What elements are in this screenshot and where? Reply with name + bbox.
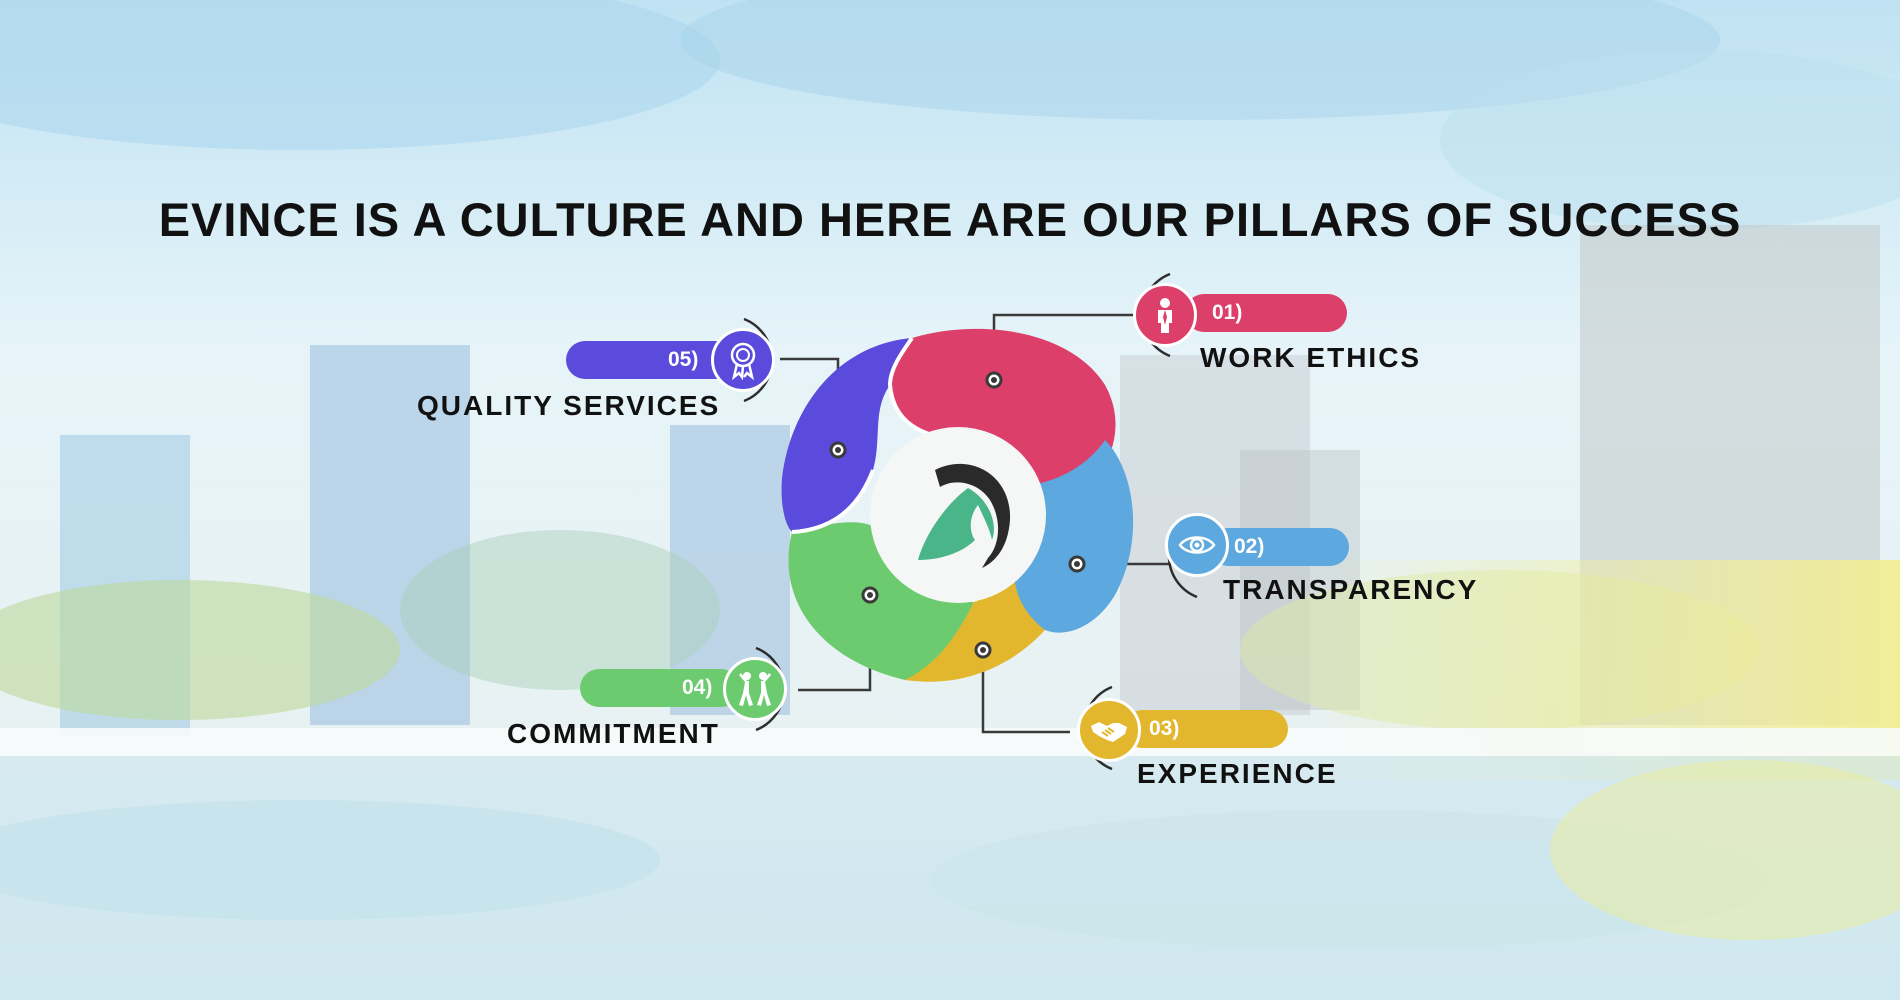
handshake-icon [1091, 722, 1127, 742]
pillar-04-number: 04) [682, 676, 713, 699]
pillar-03-bar: 03) [1123, 710, 1288, 748]
pillar-02-label: TRANSPARENCY [1223, 574, 1479, 605]
pillar-02-icon-badge [1165, 513, 1229, 577]
segment-01 [890, 328, 1116, 490]
pillar-04-label: COMMITMENT [507, 718, 720, 749]
pillar-03-icon-badge [1077, 698, 1141, 762]
pillar-04-icon-badge [723, 657, 787, 721]
pillar-05-icon-badge [711, 328, 775, 392]
pillar-04-bar: 04) [580, 669, 740, 707]
pillar-03-label: EXPERIENCE [1137, 758, 1338, 789]
segment-04 [788, 522, 975, 680]
segment-05 [781, 338, 912, 532]
worker-icon [1158, 298, 1172, 333]
award-icon [730, 342, 756, 380]
pillar-02-bar: 02) [1209, 528, 1349, 566]
pillar-02-number: 02) [1234, 535, 1265, 558]
pillar-01-label: WORK ETHICS [1200, 342, 1422, 373]
pillar-05-bar: 05) [566, 341, 738, 379]
pillar-01-number: 01) [1212, 301, 1243, 324]
pillar-05-number: 05) [668, 348, 699, 371]
connector-line-03 [981, 650, 1070, 734]
evince-logo-icon [918, 463, 1011, 568]
team-icon [739, 672, 771, 706]
page-title: EVINCE IS A CULTURE AND HERE ARE OUR PIL… [158, 193, 1742, 246]
eye-icon [1178, 536, 1216, 554]
pillar-01-icon-badge [1133, 283, 1197, 347]
pillar-03-number: 03) [1149, 717, 1180, 740]
pillar-05-label: QUALITY SERVICES [417, 390, 721, 421]
pillar-01-bar: 01) [1185, 294, 1347, 332]
segment-03 [905, 560, 1045, 682]
